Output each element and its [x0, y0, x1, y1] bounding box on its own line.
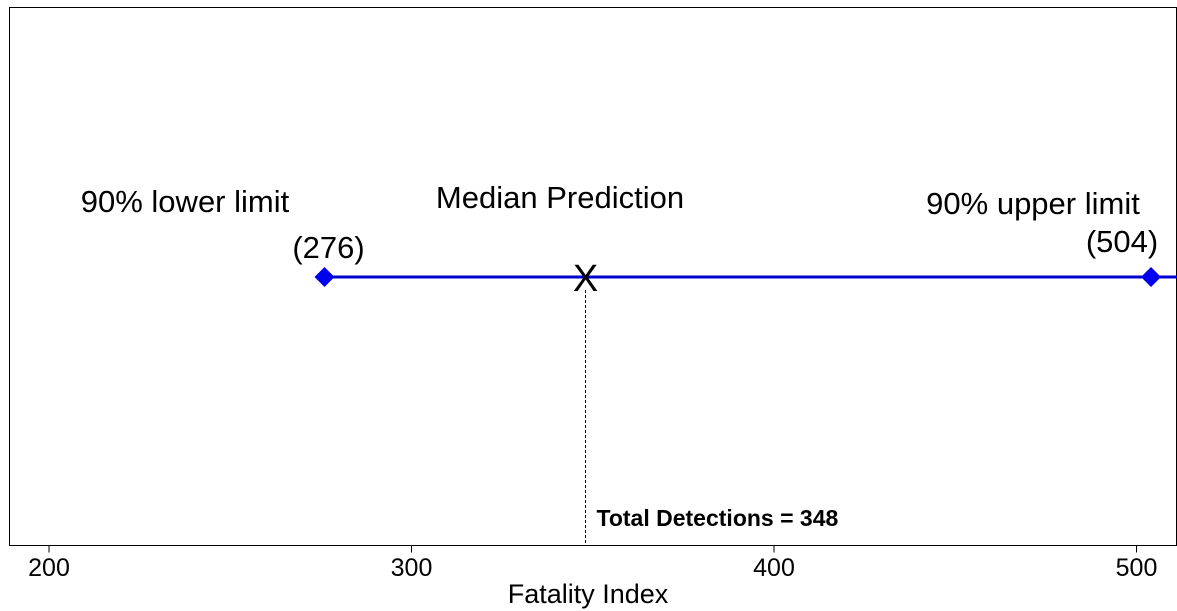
x-axis-ticks: 200300400500600700800 — [28, 545, 1158, 582]
detections-marker-group: Total Detections = 348 — [585, 290, 839, 546]
label-value-median: (504) — [1086, 224, 1158, 259]
label-name-lower-limit: 90% lower limit — [81, 184, 290, 219]
x-tick-label-500: 500 — [1116, 554, 1158, 582]
label-name-upper-limit: 90% upper limit — [926, 186, 1140, 221]
point-labels: 90% lower limit(276) Median Prediction (50… — [81, 180, 1158, 265]
x-tick-label-400: 400 — [753, 554, 795, 582]
prediction-range-series: X — [314, 258, 1177, 300]
x-tick-label-200: 200 — [28, 554, 70, 582]
x-axis-title: Fatality Index — [508, 579, 669, 609]
x-tick-label-300: 300 — [391, 554, 433, 582]
label-name-median: Median Prediction — [436, 180, 684, 215]
detections-x-marker: X — [573, 258, 598, 300]
label-value-lower-limit: (276) — [292, 230, 364, 265]
diamond-marker-median — [1141, 267, 1161, 287]
detections-label: Total Detections = 348 — [597, 505, 839, 531]
diamond-marker-lower-limit — [314, 267, 335, 287]
